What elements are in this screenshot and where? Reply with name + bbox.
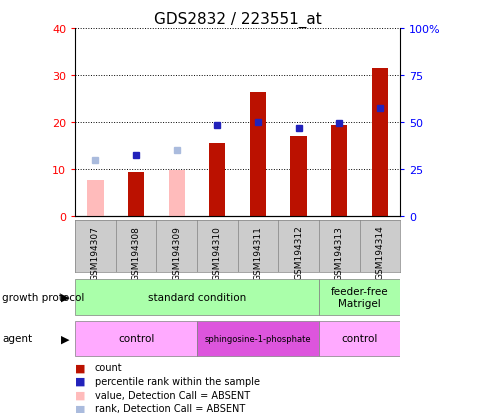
Text: agent: agent: [2, 334, 32, 344]
Text: control: control: [341, 334, 377, 344]
Text: ■: ■: [75, 390, 85, 400]
Bar: [128, 172, 144, 217]
Bar: [249, 93, 266, 217]
Bar: [290, 137, 306, 217]
Text: GSM194311: GSM194311: [253, 225, 262, 280]
Text: GSM194309: GSM194309: [172, 225, 181, 280]
Text: sphingosine-1-phosphate: sphingosine-1-phosphate: [204, 334, 311, 343]
Text: ▶: ▶: [61, 334, 70, 344]
Text: value, Detection Call = ABSENT: value, Detection Call = ABSENT: [94, 390, 249, 400]
Text: growth protocol: growth protocol: [2, 292, 85, 302]
Bar: [318, 280, 399, 315]
Text: GSM194314: GSM194314: [375, 225, 383, 280]
Text: GSM194310: GSM194310: [212, 225, 221, 280]
Text: ▶: ▶: [61, 292, 70, 302]
Text: GSM194307: GSM194307: [91, 225, 100, 280]
Bar: [331, 125, 347, 217]
Bar: [75, 321, 197, 356]
Text: percentile rank within the sample: percentile rank within the sample: [94, 376, 259, 386]
Text: count: count: [94, 363, 122, 373]
Bar: [318, 321, 399, 356]
Bar: [209, 144, 225, 217]
Text: GSM194308: GSM194308: [131, 225, 140, 280]
Bar: [168, 171, 184, 217]
Title: GDS2832 / 223551_at: GDS2832 / 223551_at: [153, 12, 321, 28]
Text: GSM194313: GSM194313: [334, 225, 343, 280]
Text: control: control: [118, 334, 154, 344]
Text: feeder-free
Matrigel: feeder-free Matrigel: [330, 287, 388, 308]
Text: rank, Detection Call = ABSENT: rank, Detection Call = ABSENT: [94, 404, 244, 413]
Bar: [197, 321, 318, 356]
Text: standard condition: standard condition: [148, 292, 246, 302]
Text: GSM194312: GSM194312: [293, 225, 302, 280]
Text: ■: ■: [75, 404, 85, 413]
Text: ■: ■: [75, 376, 85, 386]
Bar: [87, 180, 104, 217]
Bar: [75, 280, 318, 315]
Text: ■: ■: [75, 363, 85, 373]
Bar: [371, 69, 387, 217]
